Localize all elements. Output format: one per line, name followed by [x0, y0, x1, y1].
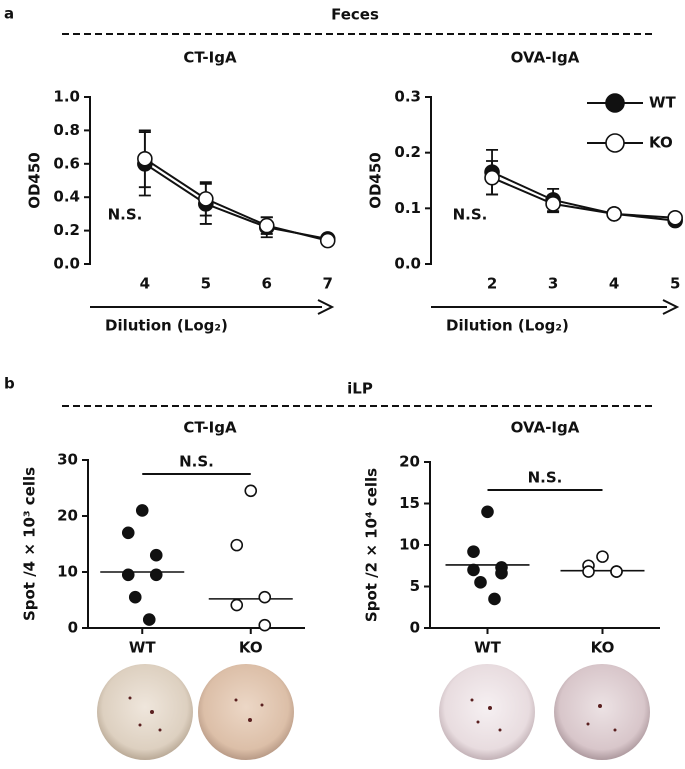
chart-title: CT-IgA: [183, 49, 237, 67]
series-line: [491, 171, 676, 222]
point: [137, 150, 153, 167]
y-axis-label: OD450: [26, 152, 44, 209]
arrow-head: [317, 299, 335, 315]
point: [582, 565, 595, 578]
y-tick-label: 10: [57, 563, 78, 581]
y-tick-label: 5: [410, 577, 420, 595]
legend-label: KO: [649, 134, 673, 152]
y-tick-label: 1.0: [53, 88, 80, 106]
y-tick-label: 0.2: [394, 143, 421, 161]
y-tick-label: 0.4: [53, 188, 80, 206]
chart-title: OVA-IgA: [511, 49, 580, 67]
y-tick-label: 30: [57, 451, 78, 469]
legend-label: WT: [649, 94, 677, 112]
series-line: [144, 162, 328, 240]
point: [474, 576, 487, 589]
point: [149, 568, 163, 582]
point: [467, 545, 480, 558]
point: [135, 504, 149, 517]
y-tick-label: 20: [57, 507, 78, 525]
point: [258, 618, 272, 632]
point: [258, 590, 272, 604]
x-tick-label: 5: [201, 275, 211, 293]
x-tick-label: 3: [548, 275, 558, 293]
y-tick-label: 0: [68, 619, 78, 637]
point: [596, 550, 609, 563]
y-axis-label: Spot /2 × 10⁴ cells: [363, 468, 381, 622]
point: [230, 538, 244, 552]
x-tick-label: 7: [323, 275, 333, 293]
y-tick-label: 15: [399, 494, 420, 512]
y-tick-label: 0.3: [394, 88, 421, 106]
point: [488, 592, 501, 606]
x-tick-label: 5: [670, 275, 680, 293]
point: [606, 206, 622, 222]
point: [244, 484, 258, 498]
point: [128, 590, 142, 604]
well-photos: [97, 664, 650, 760]
point: [667, 209, 683, 226]
x-tick-label: KO: [239, 639, 263, 657]
x-tick-label: 6: [262, 275, 272, 293]
legend-marker: [605, 133, 625, 153]
point: [230, 598, 244, 612]
y-tick-label: 0.8: [53, 121, 80, 139]
series-line: [491, 176, 676, 219]
point: [481, 505, 494, 519]
x-tick-label: 4: [140, 275, 150, 293]
point: [258, 217, 275, 234]
point: [484, 169, 500, 186]
annotation: N.S.: [179, 453, 214, 471]
x-axis-label: Dilution (Log₂): [446, 317, 569, 335]
x-tick-label: KO: [591, 639, 615, 657]
point: [319, 232, 336, 249]
point: [495, 566, 508, 580]
point: [610, 565, 623, 578]
y-tick-label: 0.0: [53, 255, 80, 273]
section-title: iLP: [347, 380, 373, 398]
point: [467, 563, 480, 577]
x-tick-label: 4: [609, 275, 619, 293]
y-tick-label: 0.6: [53, 154, 80, 172]
point: [121, 526, 135, 540]
annotation: N.S.: [453, 206, 488, 224]
y-axis-label: OD450: [367, 152, 385, 209]
annotation: N.S.: [108, 206, 143, 224]
y-tick-label: 0.2: [53, 221, 80, 239]
y-tick-label: 20: [399, 453, 420, 471]
annotation: N.S.: [528, 469, 563, 487]
y-tick-label: 10: [399, 536, 420, 554]
x-tick-label: WT: [129, 639, 157, 657]
point: [198, 191, 214, 207]
point: [142, 613, 156, 626]
legend-marker: [605, 93, 625, 113]
point: [545, 196, 561, 212]
y-tick-label: 0.0: [394, 255, 421, 273]
section-title: Feces: [331, 6, 379, 24]
x-tick-label: 2: [487, 275, 497, 293]
arrow-head: [662, 299, 680, 315]
x-tick-label: WT: [474, 639, 502, 657]
y-tick-label: 0.1: [394, 199, 421, 217]
chart-title: CT-IgA: [183, 419, 237, 437]
panel-label: b: [4, 375, 15, 393]
chart-title: OVA-IgA: [511, 419, 580, 437]
series-line: [144, 157, 328, 242]
point: [149, 548, 163, 562]
y-axis-label: Spot /4 × 10³ cells: [21, 467, 39, 621]
x-axis-label: Dilution (Log₂): [105, 317, 228, 335]
y-tick-label: 0: [410, 619, 420, 637]
panel-label: a: [4, 5, 14, 23]
point: [121, 568, 135, 582]
